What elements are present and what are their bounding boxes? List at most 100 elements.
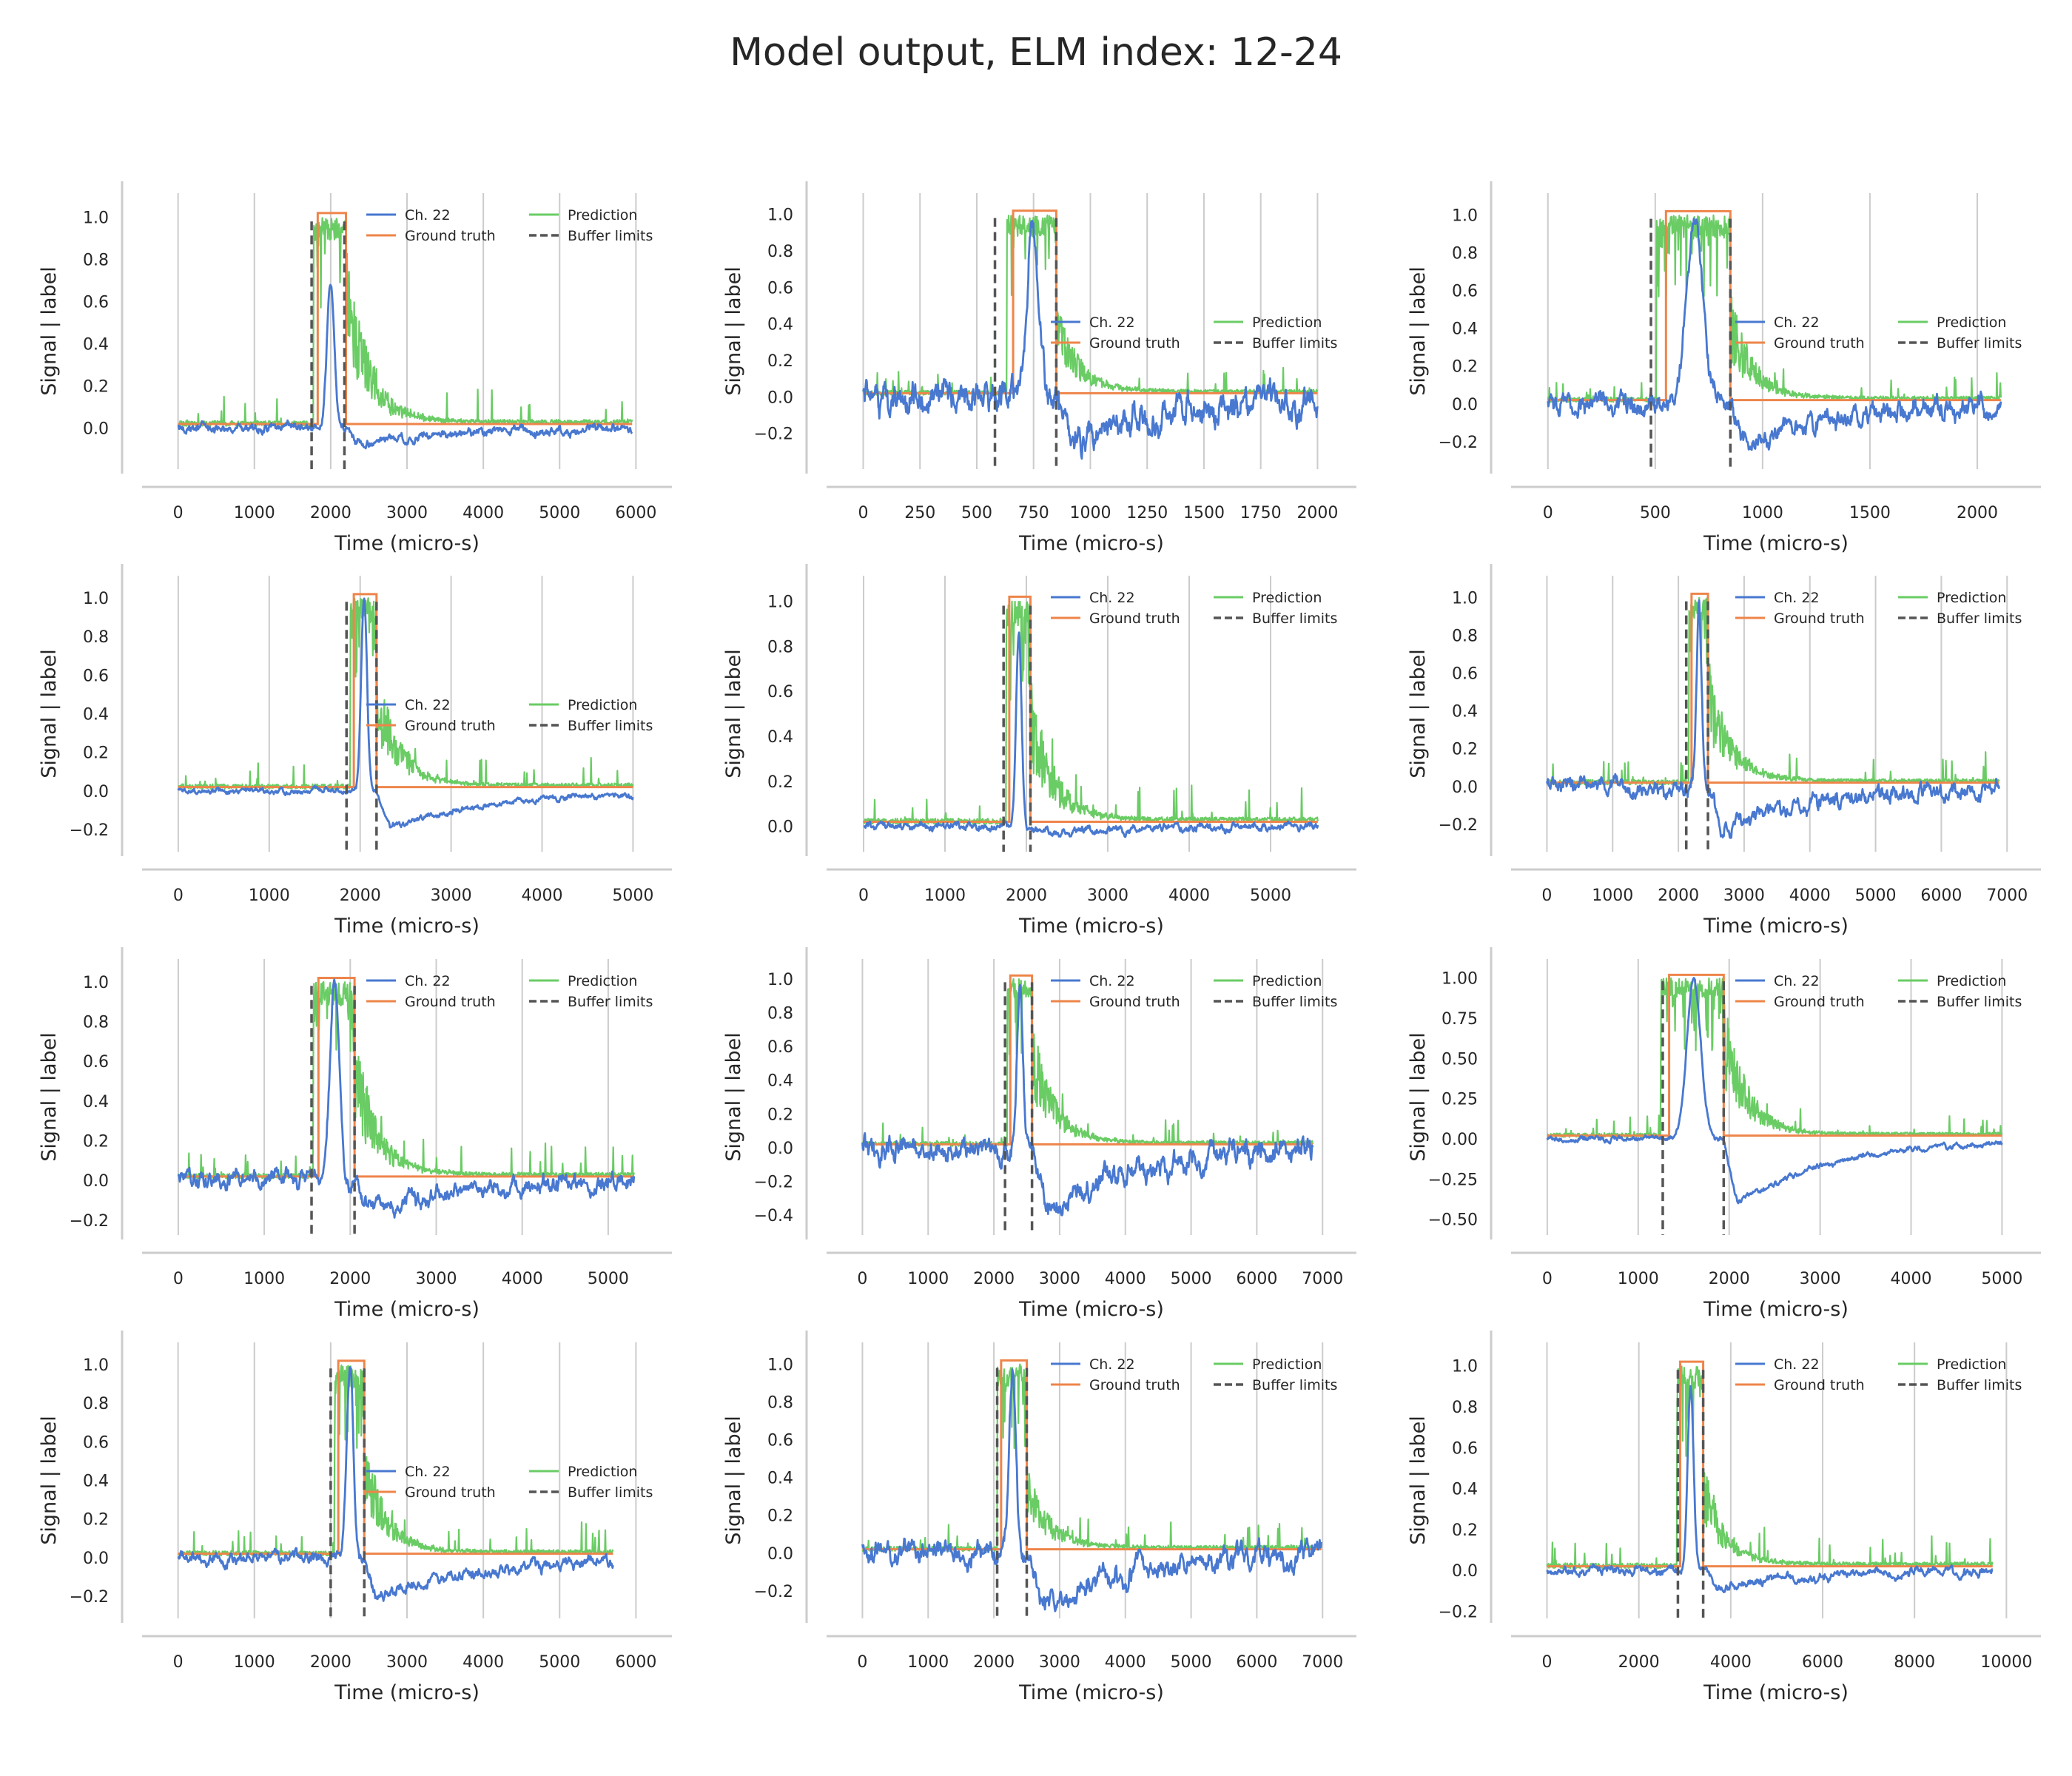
subplot-12: 0 2000 4000 6000 8000 10000 −0.2 0.0 0.2 0.4 0.6 0.… xyxy=(1407,1331,2041,1704)
legend-label-signal: Ch. 22 xyxy=(1089,1356,1135,1373)
x-tick-label: 4000 xyxy=(462,1653,504,1672)
y-tick-label: 0.6 xyxy=(1452,1439,1478,1458)
x-tick-label: 7000 xyxy=(1302,1653,1343,1672)
signal-line xyxy=(177,978,636,1219)
x-axis-label: Time (micro-s) xyxy=(1703,1681,1849,1704)
legend: Ch. 22 Ground truth Prediction Buffer limit… xyxy=(366,973,653,1010)
legend-label-signal: Ch. 22 xyxy=(405,207,451,223)
y-tick-label: 0.4 xyxy=(83,1093,109,1111)
x-tick-label: 3000 xyxy=(1800,1270,1841,1288)
legend-label-prediction: Prediction xyxy=(568,973,637,989)
legend: Ch. 22 Ground truth Prediction Buffer limit… xyxy=(1735,973,2022,1010)
legend-label-signal: Ch. 22 xyxy=(1089,973,1135,989)
legend-label-prediction: Prediction xyxy=(1252,1356,1322,1373)
legend-label-buffer: Buffer limits xyxy=(1937,1377,2022,1393)
x-tick-label: 4000 xyxy=(1891,1270,1932,1288)
legend-label-prediction: Prediction xyxy=(1252,590,1322,606)
legend-label-signal: Ch. 22 xyxy=(405,1464,451,1480)
x-tick-label: 3000 xyxy=(1723,887,1765,905)
y-tick-label: −0.2 xyxy=(1439,1603,1478,1621)
y-tick-label: 0.6 xyxy=(83,1433,109,1452)
y-tick-label: 0.2 xyxy=(83,744,109,763)
y-tick-label: −0.2 xyxy=(70,1588,109,1607)
x-tick-label: 3000 xyxy=(1087,887,1128,905)
y-tick-label: 1.00 xyxy=(1442,970,1478,989)
y-tick-label: 0.4 xyxy=(767,728,793,747)
legend: Ch. 22 Ground truth Prediction Buffer limit… xyxy=(366,207,653,244)
y-tick-label: 0.75 xyxy=(1442,1010,1478,1029)
legend: Ch. 22 Ground truth Prediction Buffer limit… xyxy=(1051,973,1337,1010)
legend-label-buffer: Buffer limits xyxy=(1252,1377,1337,1393)
x-tick-label: 750 xyxy=(1018,504,1049,522)
x-tick-label: 0 xyxy=(1542,1270,1553,1288)
legend: Ch. 22 Ground truth Prediction Buffer limit… xyxy=(1051,590,1337,627)
legend-label-buffer: Buffer limits xyxy=(1252,610,1337,627)
x-tick-label: 0 xyxy=(857,1653,867,1672)
x-tick-label: 2000 xyxy=(1618,1653,1660,1672)
signal-line xyxy=(861,983,1314,1217)
legend-label-signal: Ch. 22 xyxy=(1774,1356,1820,1373)
ground-truth-line xyxy=(864,595,1318,823)
y-tick-label: 0.4 xyxy=(1452,1481,1478,1499)
x-axis-label: Time (micro-s) xyxy=(1018,1298,1164,1321)
x-tick-label: 0 xyxy=(173,887,184,905)
y-tick-label: 0.8 xyxy=(83,628,109,647)
x-tick-label: 7000 xyxy=(1986,887,2028,905)
x-tick-label: 5000 xyxy=(539,1653,580,1672)
x-tick-label: 1000 xyxy=(1618,1270,1659,1288)
ground-truth-line xyxy=(1547,1360,1993,1568)
legend: Ch. 22 Ground truth Prediction Buffer limit… xyxy=(1735,590,2022,627)
subplot-1: 0 1000 2000 3000 4000 5000 6000 0.0 0.2 0.4 0.6 0.8… xyxy=(38,181,672,555)
y-tick-label: 0.4 xyxy=(767,316,793,334)
legend-label-prediction: Prediction xyxy=(1937,1356,2006,1373)
x-tick-label: 4000 xyxy=(1105,1270,1146,1288)
subplot-8: 0 1000 2000 3000 4000 5000 6000 7000 −0.4 −0.2 0.0… xyxy=(722,947,1356,1321)
subplot-9: 0 1000 2000 3000 4000 5000 −0.50 −0.25 0.00 0.25 0… xyxy=(1407,947,2041,1321)
legend-label-truth: Ground truth xyxy=(405,228,496,244)
legend-label-prediction: Prediction xyxy=(1937,314,2006,331)
x-tick-label: 2000 xyxy=(1296,504,1338,522)
x-tick-label: 6000 xyxy=(615,1653,656,1672)
x-tick-label: 6000 xyxy=(1236,1270,1277,1288)
y-tick-label: 0.0 xyxy=(83,420,109,439)
y-axis-label: Signal | label xyxy=(1407,1032,1430,1162)
figure-title: Model output, ELM index: 12-24 xyxy=(730,30,1342,75)
y-tick-label: 0.0 xyxy=(83,783,109,801)
legend-label-signal: Ch. 22 xyxy=(1774,973,1820,989)
y-tick-label: 0.2 xyxy=(767,352,793,371)
x-tick-label: 1750 xyxy=(1240,504,1282,522)
legend-label-truth: Ground truth xyxy=(1774,1377,1865,1393)
y-axis-label: Signal | label xyxy=(722,266,745,396)
legend-label-buffer: Buffer limits xyxy=(1937,335,2022,352)
y-tick-label: 0.6 xyxy=(767,279,793,297)
subplot-5: 0 1000 2000 3000 4000 5000 0.0 0.2 0.4 0.6 0.8 1.0 T… xyxy=(722,564,1356,938)
y-axis-label: Signal | label xyxy=(38,1032,61,1162)
subplot-6: 0 1000 2000 3000 4000 5000 6000 7000 −0.2 0.0 0.2 0… xyxy=(1407,564,2041,938)
y-tick-label: 0.0 xyxy=(83,1172,109,1191)
y-tick-label: 0.0 xyxy=(83,1550,109,1568)
y-tick-label: 0.8 xyxy=(83,1014,109,1032)
subplot-grid: 0 1000 2000 3000 4000 5000 6000 0.0 0.2 0.4 0.6 0.8… xyxy=(38,181,2041,1704)
signal-line xyxy=(1546,599,2000,839)
x-axis-label: Time (micro-s) xyxy=(334,1681,480,1704)
subplot-2: 0 250 500 750 1000 1250 1500 1750 2000 −0.2 0.0 0.2… xyxy=(722,181,1356,555)
prediction-line xyxy=(861,978,1314,1147)
prediction-line xyxy=(177,217,633,427)
y-tick-label: 0.25 xyxy=(1442,1091,1478,1109)
x-tick-label: 1000 xyxy=(1742,504,1783,522)
y-tick-label: 0.0 xyxy=(1452,396,1478,414)
y-tick-label: 1.0 xyxy=(83,974,109,992)
y-axis-label: Signal | label xyxy=(722,649,745,778)
x-tick-label: 0 xyxy=(858,504,868,522)
legend-label-prediction: Prediction xyxy=(568,697,637,713)
y-tick-label: 0.8 xyxy=(1452,245,1478,263)
y-tick-label: 1.0 xyxy=(767,593,793,611)
y-tick-label: 0.8 xyxy=(767,243,793,261)
y-tick-label: 0.8 xyxy=(83,1395,109,1413)
y-tick-label: 0.8 xyxy=(767,1394,793,1413)
y-tick-label: 0.50 xyxy=(1442,1050,1478,1069)
x-tick-label: 0 xyxy=(1543,504,1553,522)
legend-label-buffer: Buffer limits xyxy=(1252,335,1337,352)
y-tick-label: 1.0 xyxy=(767,1356,793,1375)
x-tick-label: 3000 xyxy=(431,887,472,905)
